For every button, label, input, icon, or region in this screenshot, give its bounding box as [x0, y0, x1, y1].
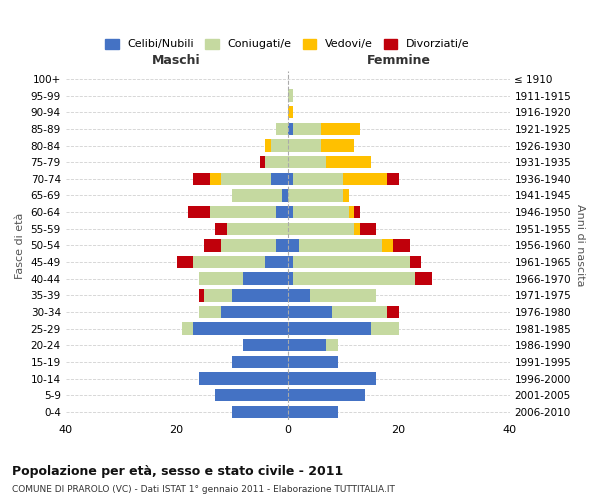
Bar [199, 272, 243, 285]
Y-axis label: Anni di nascita: Anni di nascita [575, 204, 585, 286]
Bar [287, 172, 293, 185]
Bar [221, 306, 287, 318]
Bar [265, 256, 287, 268]
Bar [215, 222, 227, 235]
Bar [326, 339, 338, 351]
Bar [277, 122, 287, 135]
Bar [321, 122, 360, 135]
Bar [287, 256, 293, 268]
Legend: Celibi/Nubili, Coniugati/e, Vedovi/e, Divorziati/e: Celibi/Nubili, Coniugati/e, Vedovi/e, Di… [101, 34, 474, 54]
Bar [221, 239, 277, 252]
Bar [243, 339, 287, 351]
Bar [265, 156, 287, 168]
Bar [232, 289, 287, 302]
Bar [232, 406, 287, 418]
Bar [388, 172, 398, 185]
Bar [199, 306, 221, 318]
Bar [271, 172, 287, 185]
Bar [210, 206, 277, 218]
Bar [343, 172, 388, 185]
Bar [287, 389, 365, 402]
Bar [326, 156, 371, 168]
Bar [282, 189, 287, 202]
Bar [287, 222, 354, 235]
Bar [415, 272, 432, 285]
Bar [287, 122, 293, 135]
Bar [310, 289, 376, 302]
Bar [271, 140, 287, 152]
Bar [287, 239, 299, 252]
Bar [287, 156, 326, 168]
Bar [354, 206, 360, 218]
Bar [287, 406, 338, 418]
Bar [265, 140, 271, 152]
Bar [321, 140, 354, 152]
Bar [227, 222, 287, 235]
Bar [287, 356, 338, 368]
Bar [205, 289, 232, 302]
Bar [205, 239, 221, 252]
Bar [287, 339, 326, 351]
Bar [293, 172, 343, 185]
Text: COMUNE DI PRAROLO (VC) - Dati ISTAT 1° gennaio 2011 - Elaborazione TUTTITALIA.IT: COMUNE DI PRAROLO (VC) - Dati ISTAT 1° g… [12, 485, 395, 494]
Bar [287, 106, 293, 118]
Bar [232, 189, 282, 202]
Bar [243, 272, 287, 285]
Bar [176, 256, 193, 268]
Bar [277, 206, 287, 218]
Bar [332, 306, 388, 318]
Text: Popolazione per età, sesso e stato civile - 2011: Popolazione per età, sesso e stato civil… [12, 465, 343, 478]
Bar [354, 222, 360, 235]
Text: Maschi: Maschi [152, 54, 201, 68]
Bar [193, 322, 287, 335]
Bar [287, 206, 293, 218]
Bar [193, 256, 265, 268]
Bar [293, 256, 410, 268]
Bar [221, 172, 271, 185]
Bar [299, 239, 382, 252]
Bar [410, 256, 421, 268]
Bar [210, 172, 221, 185]
Bar [287, 189, 343, 202]
Bar [371, 322, 398, 335]
Bar [293, 272, 415, 285]
Bar [215, 389, 287, 402]
Bar [287, 289, 310, 302]
Y-axis label: Fasce di età: Fasce di età [15, 212, 25, 278]
Bar [287, 306, 332, 318]
Bar [287, 90, 293, 102]
Bar [360, 222, 376, 235]
Bar [287, 372, 376, 385]
Bar [287, 140, 321, 152]
Bar [188, 206, 210, 218]
Bar [393, 239, 410, 252]
Bar [199, 289, 205, 302]
Bar [182, 322, 193, 335]
Bar [232, 356, 287, 368]
Bar [193, 172, 210, 185]
Bar [388, 306, 398, 318]
Bar [349, 206, 354, 218]
Text: Femmine: Femmine [367, 54, 431, 68]
Bar [293, 122, 321, 135]
Bar [293, 206, 349, 218]
Bar [382, 239, 393, 252]
Bar [260, 156, 265, 168]
Bar [287, 272, 293, 285]
Bar [199, 372, 287, 385]
Bar [277, 239, 287, 252]
Bar [287, 322, 371, 335]
Bar [343, 189, 349, 202]
